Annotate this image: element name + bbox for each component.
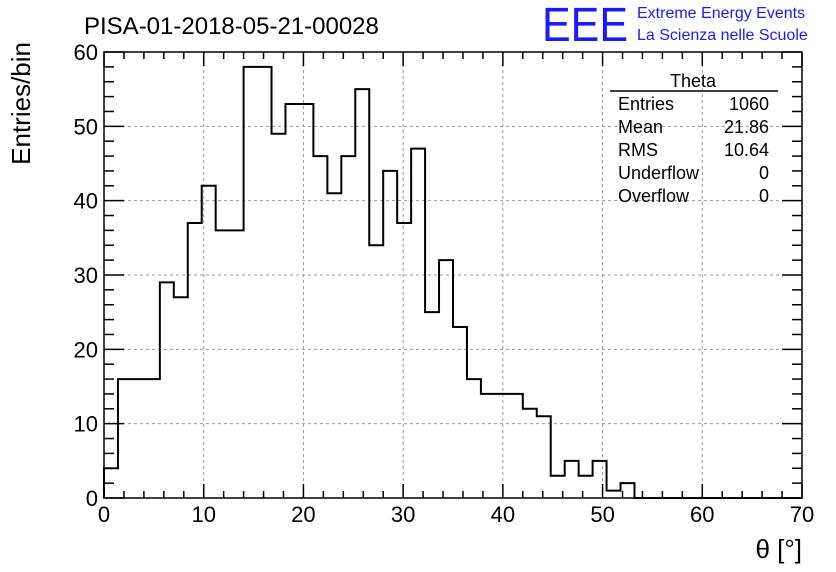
y-tick-label: 50 [74,114,98,139]
plot-frame [103,51,803,499]
stats-label-mean: Mean [618,117,663,137]
histogram-bin [439,260,453,498]
histogram-bin [425,312,439,498]
logo-mark: EEE [542,0,628,52]
histogram-bin [579,476,593,498]
x-tick-label: 30 [391,502,415,527]
histogram-bin [621,483,635,498]
y-tick-label: 20 [74,337,98,362]
logo-line1: Extreme Energy Events [637,5,805,22]
histogram-bin [244,67,258,498]
eee-logo: EEE Extreme Energy Events La Scienza nel… [542,0,808,52]
histogram-bin [341,156,355,498]
histogram-bin [174,297,188,498]
y-tick-label: 60 [74,40,98,65]
stats-label-overflow: Overflow [618,186,690,206]
stats-label-rms: RMS [618,140,658,160]
histogram-bin [216,230,230,498]
stats-title: Theta [670,71,717,91]
histogram-bin [230,230,244,498]
histogram-bin [313,156,327,498]
stats-label-entries: Entries [618,94,674,114]
tick-labels: 0 10 20 30 40 50 60 70 0 10 20 30 40 50 60 [74,40,815,527]
histogram-bin [188,223,202,498]
histogram-bin [285,104,299,498]
x-axis-label: θ [°] [755,534,802,564]
histogram [103,65,802,499]
histogram-bin [593,461,607,498]
histogram-bin [537,416,551,498]
stats-value-rms: 10.64 [724,140,769,160]
histogram-outline [103,65,802,499]
histogram-bin [509,394,523,498]
histogram-bin [607,491,621,498]
x-tick-label: 10 [191,502,215,527]
grid [104,52,802,498]
x-tick-label: 20 [291,502,315,527]
stats-box: Theta Entries 1060 Mean 21.86 RMS 10.64 … [610,71,778,206]
x-tick-label: 50 [590,502,614,527]
stats-label-underflow: Underflow [618,163,700,183]
histogram-bin [383,171,397,498]
histogram-bin [146,379,160,498]
histogram-bin [132,379,146,498]
histogram-bin [411,149,425,498]
stats-value-entries: 1060 [729,94,769,114]
x-tick-label: 0 [98,502,110,527]
histogram-bin [258,67,272,498]
histogram-bin [299,104,313,498]
histogram-bin [355,89,369,498]
y-tick-label: 30 [74,263,98,288]
histogram-bin [551,476,565,498]
histogram-bin [160,282,174,498]
y-axis-label: Entries/bin [6,42,36,165]
histogram-bin [467,379,481,498]
histogram-bin [481,394,495,498]
y-tick-label: 0 [86,486,98,511]
x-tick-label: 70 [790,502,814,527]
histogram-bin [104,468,118,498]
histogram-bin [369,245,383,498]
chart-title: PISA-01-2018-05-21-00028 [84,13,379,40]
x-tick-label: 60 [690,502,714,527]
stats-value-overflow: 0 [759,186,769,206]
histogram-bin [495,394,509,498]
histogram-bin [327,193,341,498]
histogram-bin [272,134,286,498]
histogram-bin [523,409,537,498]
stats-value-underflow: 0 [759,163,769,183]
logo-line2: La Scienza nelle Scuole [637,27,808,44]
histogram-bin [397,223,411,498]
x-tick-label: 40 [491,502,515,527]
histogram-bin [118,379,132,498]
y-tick-label: 40 [74,189,98,214]
stats-value-mean: 21.86 [724,117,769,137]
histogram-bin [565,461,579,498]
histogram-bin [202,186,216,498]
histogram-bin [453,327,467,498]
y-tick-label: 10 [74,412,98,437]
